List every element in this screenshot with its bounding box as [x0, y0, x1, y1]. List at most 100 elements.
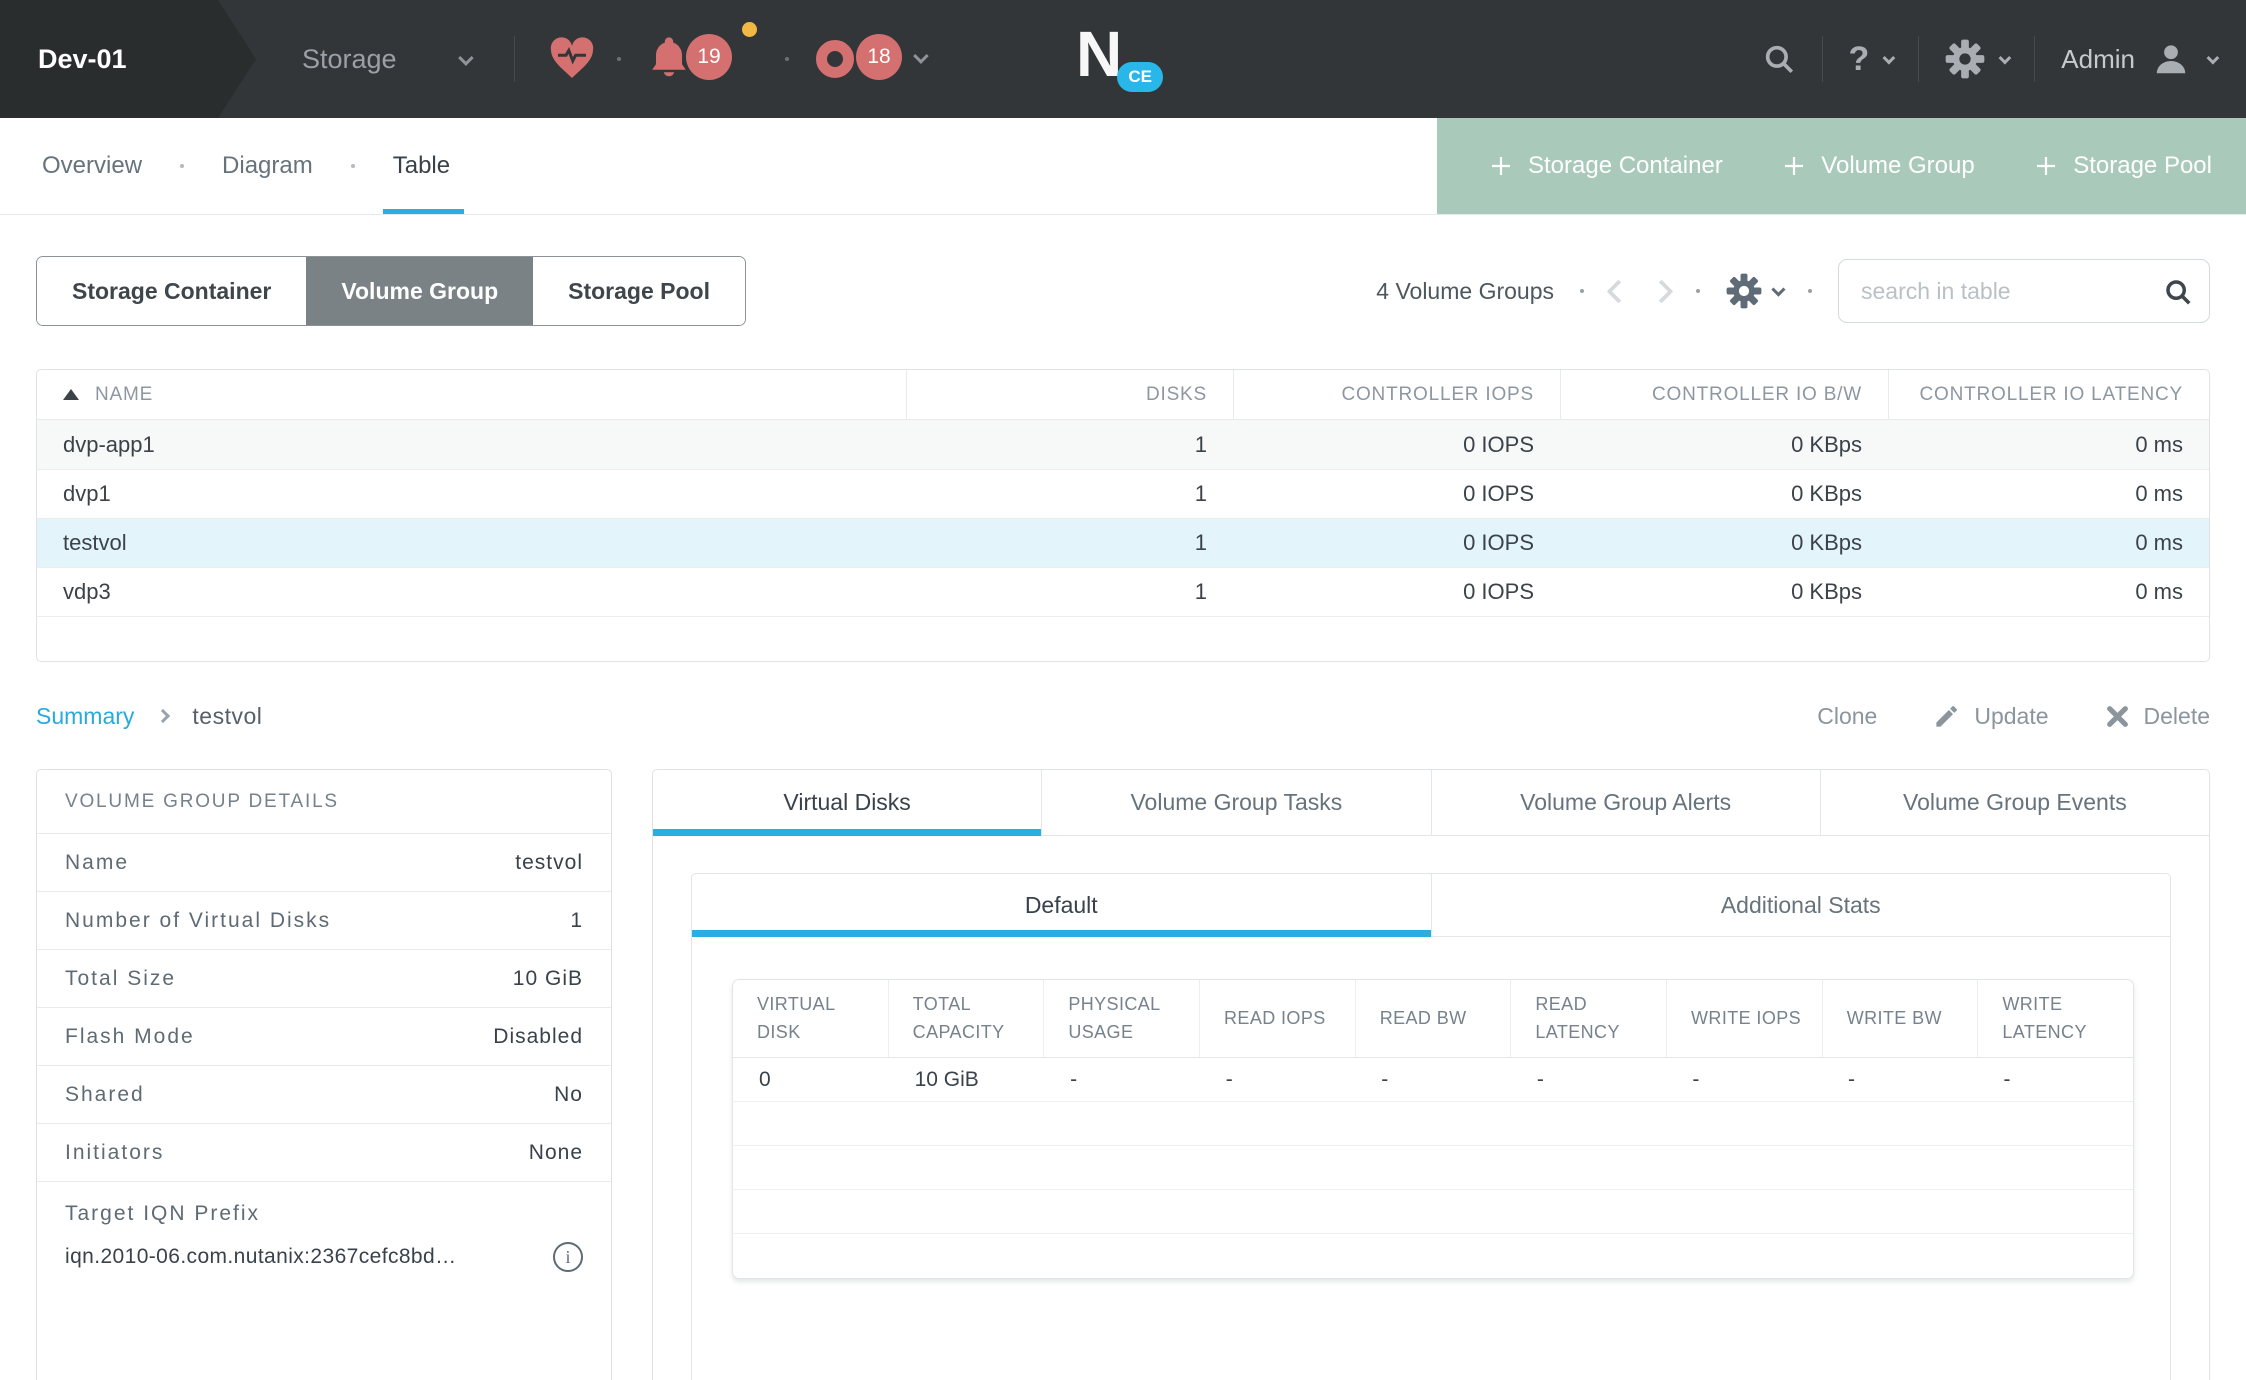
vd-cell: 10 GiB — [889, 1068, 1045, 1092]
column-header-controller-io-bw[interactable]: CONTROLLER IO B/W — [1560, 370, 1888, 419]
vd-table-row[interactable]: 0 10 GiB - - - - - - - — [733, 1058, 2133, 1102]
detail-value: 1 — [570, 909, 583, 933]
nutanix-logo[interactable]: N CE — [1076, 22, 1163, 92]
tab-virtual-disks[interactable]: Virtual Disks — [653, 770, 1041, 835]
table-row-selected[interactable]: testvol 1 0 IOPS 0 KBps 0 ms — [37, 518, 2209, 567]
page-prev-button[interactable] — [1606, 279, 1630, 303]
tasks-count-badge[interactable]: 18 — [856, 34, 902, 80]
column-header-physical-usage: PHYSICAL USAGE — [1043, 980, 1199, 1057]
chevron-down-icon — [1771, 283, 1785, 297]
settings-menu[interactable] — [1945, 39, 2008, 79]
x-icon — [2105, 704, 2130, 729]
search-icon[interactable] — [2163, 277, 2193, 307]
tasks-ring-icon[interactable] — [816, 40, 854, 78]
entity-menu[interactable]: Storage — [302, 0, 470, 118]
detail-row: Shared No — [37, 1066, 611, 1124]
entity-menu-label: Storage — [302, 44, 397, 75]
update-button[interactable]: Update — [1933, 703, 2048, 730]
cell-latency: 0 ms — [1888, 481, 2209, 507]
cell-disks: 1 — [906, 432, 1233, 458]
column-header-name[interactable]: NAME — [37, 370, 906, 419]
subnav: Overview Diagram Table Storage Container… — [0, 118, 2246, 215]
column-header-controller-io-latency[interactable]: CONTROLLER IO LATENCY — [1888, 370, 2209, 419]
tab-volume-group-events[interactable]: Volume Group Events — [1820, 770, 2209, 835]
detail-value: 10 GiB — [513, 967, 583, 991]
cell-disks: 1 — [906, 530, 1233, 556]
page-next-button[interactable] — [1649, 279, 1673, 303]
table-header-row: NAME DISKS CONTROLLER IOPS CONTROLLER IO… — [37, 370, 2209, 420]
vd-cell: - — [1044, 1068, 1200, 1092]
vd-cell: - — [1511, 1068, 1667, 1092]
plus-icon — [1489, 154, 1513, 178]
user-menu[interactable]: Admin — [2061, 41, 2216, 77]
column-header-controller-iops[interactable]: CONTROLLER IOPS — [1233, 370, 1560, 419]
alerts-count-badge[interactable]: 19 — [686, 34, 732, 80]
cell-disks: 1 — [906, 579, 1233, 605]
table-settings-menu[interactable] — [1726, 273, 1782, 309]
toggle-volume-group[interactable]: Volume Group — [306, 257, 533, 325]
detail-row: Flash Mode Disabled — [37, 1008, 611, 1066]
column-header-write-iops: WRITE IOPS — [1666, 980, 1822, 1057]
search-input[interactable] — [1839, 260, 2209, 322]
detail-row: Total Size 10 GiB — [37, 950, 611, 1008]
gear-icon — [1726, 273, 1762, 309]
stats-tabs: Default Additional Stats — [692, 874, 2170, 937]
chevron-down-icon[interactable] — [913, 48, 929, 64]
tab-volume-group-tasks[interactable]: Volume Group Tasks — [1041, 770, 1430, 835]
search-icon[interactable] — [1762, 42, 1796, 76]
add-storage-container-button[interactable]: Storage Container — [1489, 152, 1723, 180]
pencil-icon — [1933, 703, 1960, 730]
table-row[interactable]: dvp1 1 0 IOPS 0 KBps 0 ms — [37, 469, 2209, 518]
add-volume-group-button[interactable]: Volume Group — [1782, 152, 1974, 180]
table-row[interactable]: dvp-app1 1 0 IOPS 0 KBps 0 ms — [37, 420, 2209, 469]
summary-link[interactable]: Summary — [36, 703, 134, 730]
cell-iops: 0 IOPS — [1233, 481, 1560, 507]
alerts-count: 19 — [697, 45, 720, 69]
detail-label: Name — [65, 851, 129, 875]
clone-button[interactable]: Clone — [1817, 703, 1877, 730]
detail-tabs: Virtual Disks Volume Group Tasks Volume … — [653, 770, 2209, 836]
alerts-bell-icon[interactable] — [648, 34, 690, 82]
add-storage-pool-button[interactable]: Storage Pool — [2034, 152, 2212, 180]
cell-iops: 0 IOPS — [1233, 579, 1560, 605]
cell-name: vdp3 — [37, 579, 906, 605]
tab-default[interactable]: Default — [692, 874, 1431, 936]
table-empty-space — [37, 616, 2209, 662]
cell-bw: 0 KBps — [1560, 579, 1888, 605]
table-toolbar: Storage Container Volume Group Storage P… — [36, 256, 2210, 326]
cluster-name-label: Dev-01 — [38, 44, 127, 75]
gear-icon — [1945, 39, 1985, 79]
help-menu[interactable]: ? — [1849, 40, 1893, 79]
detail-label: Initiators — [65, 1141, 164, 1165]
tab-diagram[interactable]: Diagram — [216, 118, 319, 214]
detail-label: Total Size — [65, 967, 176, 991]
health-heart-icon[interactable] — [548, 36, 596, 80]
top-header: Dev-01 Storage 19 18 N CE ? — [0, 0, 2246, 118]
toggle-storage-container[interactable]: Storage Container — [37, 257, 306, 325]
entity-detail-panel: Virtual Disks Volume Group Tasks Volume … — [652, 769, 2210, 1380]
cluster-name[interactable]: Dev-01 — [0, 0, 256, 118]
tab-table[interactable]: Table — [387, 118, 456, 214]
tasks-count: 18 — [867, 45, 890, 69]
column-header-total-capacity: TOTAL CAPACITY — [888, 980, 1044, 1057]
info-icon[interactable]: i — [553, 1242, 583, 1272]
toggle-storage-pool[interactable]: Storage Pool — [533, 257, 745, 325]
detail-value: No — [554, 1083, 583, 1107]
cell-bw: 0 KBps — [1560, 530, 1888, 556]
column-header-virtual-disk: VIRTUAL DISK — [733, 980, 888, 1057]
tab-volume-group-alerts[interactable]: Volume Group Alerts — [1431, 770, 1820, 835]
community-edition-badge: CE — [1117, 62, 1163, 92]
column-header-disks[interactable]: DISKS — [906, 370, 1233, 419]
vd-cell: - — [1355, 1068, 1511, 1092]
column-header-write-bw: WRITE BW — [1822, 980, 1978, 1057]
cell-bw: 0 KBps — [1560, 481, 1888, 507]
tab-overview[interactable]: Overview — [36, 118, 148, 214]
selected-entity-label: testvol — [192, 703, 262, 730]
detail-label: Target IQN Prefix — [65, 1202, 583, 1226]
cell-iops: 0 IOPS — [1233, 432, 1560, 458]
table-row[interactable]: vdp3 1 0 IOPS 0 KBps 0 ms — [37, 567, 2209, 616]
delete-button[interactable]: Delete — [2105, 703, 2210, 730]
tab-additional-stats[interactable]: Additional Stats — [1431, 874, 2171, 936]
detail-value: Disabled — [493, 1025, 583, 1049]
view-switcher: Overview Diagram Table — [36, 118, 456, 214]
